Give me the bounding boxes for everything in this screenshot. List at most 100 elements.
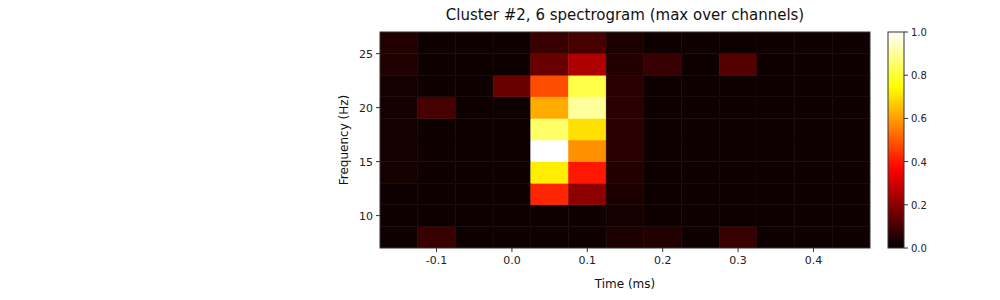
cell: [832, 162, 870, 184]
cell: [606, 205, 644, 227]
cell: [418, 75, 456, 97]
cell: [719, 183, 757, 205]
cell: [455, 54, 493, 76]
colorbar-tick-label: 0.2: [911, 200, 927, 211]
cells: [380, 32, 870, 248]
cell: [568, 97, 606, 119]
cell: [795, 226, 833, 248]
cell: [606, 75, 644, 97]
colorbar-tick: [904, 75, 908, 76]
cell: [757, 32, 795, 54]
y-tick: [376, 161, 380, 162]
cell: [795, 162, 833, 184]
y-axis-label: Frequency (Hz): [337, 95, 351, 186]
cell: [380, 75, 418, 97]
x-tick: [587, 248, 588, 252]
cell: [719, 97, 757, 119]
cell: [418, 32, 456, 54]
cell: [719, 54, 757, 76]
cell: [418, 54, 456, 76]
colorbar-tick-label: 0.0: [911, 243, 927, 254]
y-tick: [376, 215, 380, 216]
cell: [682, 205, 720, 227]
colorbar-tick-label: 0.6: [911, 113, 927, 124]
cell: [644, 97, 682, 119]
cell: [493, 162, 531, 184]
cell: [719, 226, 757, 248]
cell: [418, 226, 456, 248]
cell: [795, 32, 833, 54]
cell: [418, 183, 456, 205]
cell: [832, 183, 870, 205]
cell: [757, 54, 795, 76]
cell: [493, 205, 531, 227]
cell: [568, 205, 606, 227]
cell: [568, 140, 606, 162]
cell: [531, 140, 569, 162]
colorbar: [888, 32, 904, 248]
cell: [418, 205, 456, 227]
cell: [455, 183, 493, 205]
colorbar-tick: [904, 204, 908, 205]
title: Cluster #2, 6 spectrogram (max over chan…: [446, 6, 804, 24]
x-tick: [436, 248, 437, 252]
cell: [719, 118, 757, 140]
colorbar-tick: [904, 248, 908, 249]
cell: [682, 162, 720, 184]
cell: [757, 162, 795, 184]
cell: [757, 226, 795, 248]
cell: [832, 97, 870, 119]
x-tick-label: 0.0: [503, 254, 521, 267]
cell: [795, 97, 833, 119]
cell: [757, 140, 795, 162]
cell: [455, 205, 493, 227]
cell: [531, 54, 569, 76]
cell: [682, 75, 720, 97]
cell: [644, 32, 682, 54]
cell: [606, 162, 644, 184]
cell: [795, 183, 833, 205]
cell: [380, 162, 418, 184]
cell: [380, 54, 418, 76]
y-tick: [376, 107, 380, 108]
cell: [644, 118, 682, 140]
cell: [644, 205, 682, 227]
colorbar-tick-label: 0.4: [911, 157, 927, 168]
cell: [568, 32, 606, 54]
cell: [644, 140, 682, 162]
cell: [568, 54, 606, 76]
cell: [606, 183, 644, 205]
x-tick: [738, 248, 739, 252]
cell: [644, 54, 682, 76]
cell: [455, 75, 493, 97]
cell: [493, 118, 531, 140]
cell: [606, 97, 644, 119]
cell: [682, 183, 720, 205]
x-tick: [813, 248, 814, 252]
cell: [455, 118, 493, 140]
cell: [832, 140, 870, 162]
cell: [493, 32, 531, 54]
cell: [832, 226, 870, 248]
cell: [568, 183, 606, 205]
cell: [719, 140, 757, 162]
cell: [455, 226, 493, 248]
cell: [682, 32, 720, 54]
y-tick-label: 15: [359, 156, 373, 169]
cell: [682, 140, 720, 162]
cell: [644, 183, 682, 205]
cell: [795, 54, 833, 76]
cell: [531, 75, 569, 97]
cell: [380, 205, 418, 227]
cell: [719, 32, 757, 54]
cell: [832, 32, 870, 54]
cell: [832, 54, 870, 76]
cell: [493, 54, 531, 76]
cell: [418, 97, 456, 119]
cell: [380, 140, 418, 162]
cell: [418, 162, 456, 184]
colorbar-tick-label: 1.0: [911, 27, 927, 38]
x-tick: [662, 248, 663, 252]
cell: [493, 75, 531, 97]
cell: [455, 162, 493, 184]
